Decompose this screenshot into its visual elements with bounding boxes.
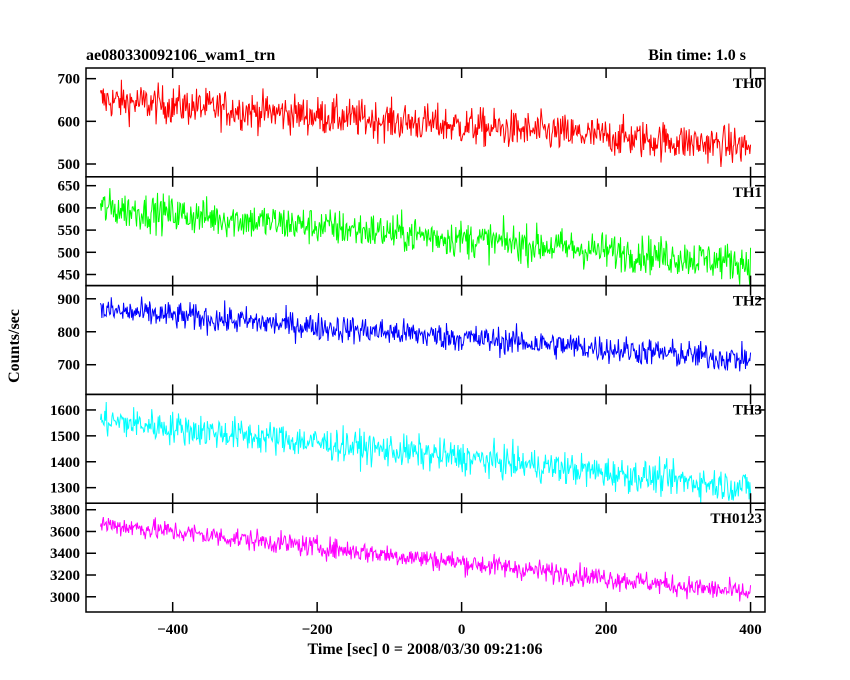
y-tick-label: 1400 [50, 455, 80, 471]
y-tick-label: 600 [58, 201, 81, 217]
panel-label-th3: TH3 [733, 402, 762, 418]
x-tick-label: −200 [302, 622, 333, 638]
y-tick-label: 3200 [50, 568, 80, 584]
bin-time-label: Bin time: 1.0 s [648, 47, 746, 64]
series-line-th0123 [99, 516, 752, 602]
panel-th0123: 3000 3200 3400 3600 3800 TH0123 [50, 502, 766, 613]
y-axis-title: Counts/sec [6, 309, 23, 383]
y-tick-label: 600 [58, 114, 81, 130]
panel-label-th1: TH1 [733, 185, 762, 201]
y-tick-label: 700 [58, 72, 81, 88]
x-tick-label: 400 [739, 622, 762, 638]
panel-th0: 500 600 700 TH0 [58, 67, 766, 178]
y-tick-label: 1300 [50, 481, 80, 497]
chart-title: ae080330092106_wam1_trn [86, 47, 275, 64]
y-tick-label: 1600 [50, 403, 80, 419]
y-tick-label: 550 [58, 223, 81, 239]
y-tick-label: 3800 [50, 503, 80, 519]
y-tick-label: 450 [58, 267, 81, 283]
y-tick-label: 800 [58, 325, 81, 341]
panel-th1: 450 500 550 600 650 TH1 [58, 176, 766, 287]
panel-label-th0123: TH0123 [710, 511, 762, 527]
y-tick-label: 700 [58, 358, 81, 374]
x-tick-label: −400 [157, 622, 188, 638]
y-tick-label: 500 [58, 157, 81, 173]
y-tick-label: 500 [58, 245, 81, 261]
y-tick-label: 3600 [50, 524, 80, 540]
x-axis: −400 −200 0 200 400 [157, 622, 762, 638]
y-tick-label: 3000 [50, 590, 80, 606]
series-line-th0 [99, 79, 752, 168]
series-line-th2 [99, 296, 752, 372]
x-axis-title: Time [sec] 0 = 2008/03/30 09:21:06 [307, 641, 542, 658]
series-line-th1 [99, 188, 752, 286]
series-line-th3 [99, 401, 752, 504]
panel-th3: 1300 1400 1500 1600 TH3 [50, 393, 766, 504]
y-tick-label: 900 [58, 292, 81, 308]
panel-frame [85, 502, 766, 613]
panels-group: 500 600 700 TH0 450 500 550 600 650 TH1 700 800 900 T… [50, 67, 766, 613]
panel-th2: 700 800 900 TH2 [58, 284, 766, 396]
x-tick-label: 0 [458, 622, 466, 638]
y-tick-label: 3400 [50, 546, 80, 562]
x-tick-label: 200 [595, 622, 618, 638]
panel-label-th0: TH0 [733, 76, 762, 92]
y-tick-label: 650 [58, 179, 81, 195]
y-tick-label: 1500 [50, 429, 80, 445]
panel-label-th2: TH2 [733, 294, 762, 310]
